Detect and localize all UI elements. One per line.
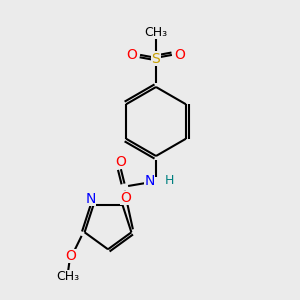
Text: CH₃: CH₃ [144, 26, 168, 39]
Text: O: O [66, 249, 76, 263]
Text: O: O [120, 191, 131, 205]
Text: N: N [144, 174, 154, 188]
Text: O: O [127, 48, 137, 62]
Text: CH₃: CH₃ [56, 270, 80, 283]
Text: S: S [152, 52, 160, 65]
Text: N: N [85, 192, 96, 206]
Text: H: H [164, 174, 174, 187]
Text: O: O [116, 155, 126, 169]
Text: O: O [175, 48, 185, 62]
